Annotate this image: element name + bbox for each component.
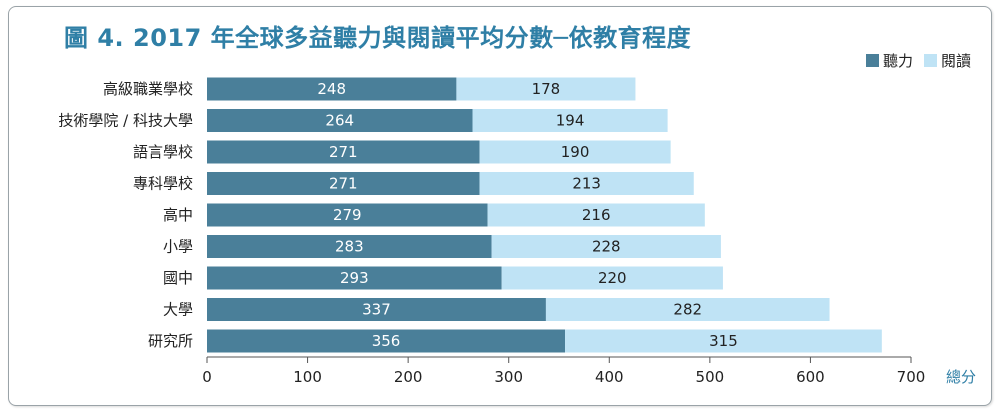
data-label: 178: [532, 80, 561, 98]
bar-reading: [491, 235, 721, 258]
bar-reading: [472, 109, 668, 132]
data-label: 190: [561, 143, 590, 161]
x-tick-label: 0: [202, 368, 212, 386]
bar-reading: [479, 140, 671, 164]
bar-listening: [207, 266, 502, 290]
x-axis-label: 總分: [946, 368, 976, 386]
data-label: 220: [598, 269, 627, 287]
x-tick-label: 600: [796, 368, 825, 386]
bar-listening: [207, 329, 566, 353]
x-tick-label: 100: [293, 368, 322, 386]
bar-listening: [207, 109, 473, 132]
category-label: 專科學校: [133, 175, 193, 193]
data-label: 337: [362, 301, 391, 319]
category-label: 高中: [163, 206, 193, 224]
bar-reading: [501, 266, 723, 290]
legend: 聽力 閱讀: [866, 52, 971, 70]
data-label: 271: [329, 175, 358, 193]
x-tick-label: 500: [696, 368, 725, 386]
x-tick-label: 400: [595, 368, 624, 386]
bar-reading: [479, 172, 694, 195]
bar-listening: [207, 298, 546, 321]
data-label: 279: [333, 206, 362, 224]
data-label: 315: [709, 332, 738, 350]
data-label: 213: [572, 175, 601, 193]
chart-title: 圖 4. 2017 年全球多益聽力與閱讀平均分數─依教育程度: [64, 24, 692, 52]
data-label: 248: [317, 80, 346, 98]
data-label: 282: [673, 301, 702, 319]
legend-swatch: [924, 54, 937, 67]
category-label: 小學: [163, 238, 193, 256]
x-tick-label: 700: [897, 368, 926, 386]
data-label: 271: [329, 143, 358, 161]
category-label: 研究所: [148, 332, 193, 350]
category-label: 大學: [163, 301, 193, 319]
data-label: 264: [325, 112, 354, 130]
data-label: 216: [582, 206, 611, 224]
category-label: 語言學校: [133, 143, 193, 161]
data-label: 228: [592, 238, 621, 256]
category-label: 技術學院 / 科技大學: [58, 112, 193, 130]
data-label: 293: [340, 269, 369, 287]
x-tick-label: 300: [494, 368, 523, 386]
bar-listening: [207, 203, 488, 227]
bars-group: 248 178 264 194 271 190 271 213 279 216 283 228 293 2…: [207, 77, 882, 353]
bar-reading: [456, 77, 636, 101]
legend-swatch: [866, 54, 879, 67]
legend-label: 聽力: [883, 52, 913, 70]
legend-label: 閱讀: [941, 52, 971, 70]
x-axis: 0 100 200 300 400 500 600 700 總分: [202, 356, 976, 386]
bar-reading: [487, 203, 705, 227]
x-tick-label: 200: [394, 368, 423, 386]
data-label: 356: [372, 332, 401, 350]
data-label: 283: [335, 238, 364, 256]
bar-listening: [207, 140, 480, 164]
bar-listening: [207, 235, 492, 258]
category-label: 高級職業學校: [103, 80, 193, 98]
category-label: 國中: [163, 269, 193, 287]
bar-listening: [207, 77, 457, 101]
bar-listening: [207, 172, 480, 195]
data-label: 194: [556, 112, 585, 130]
bar-reading: [545, 298, 830, 321]
bar-reading: [565, 329, 882, 353]
